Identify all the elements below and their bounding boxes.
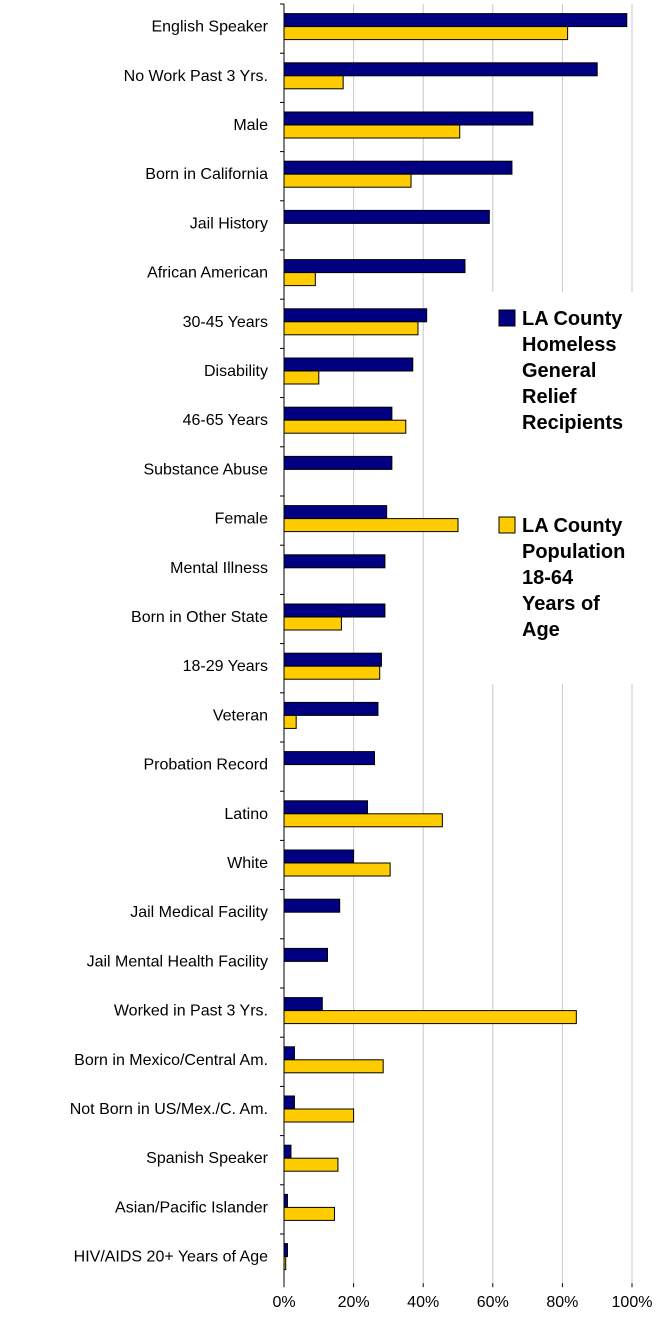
bar-population: [283, 616, 342, 631]
bar-homeless: [283, 997, 323, 1012]
legend-population-line-2: Population: [522, 541, 625, 563]
x-tick-label: 80%: [546, 1294, 578, 1311]
category-label: Mental Illness: [170, 560, 268, 577]
bar-homeless: [283, 357, 414, 372]
bar-population: [283, 665, 381, 680]
bar-homeless: [283, 406, 393, 421]
legend-homeless-line-5: Recipients: [522, 412, 623, 434]
category-label: Female: [215, 511, 268, 528]
bar-population: [283, 173, 412, 188]
legend-swatch-homeless: [498, 309, 516, 327]
bar-population: [283, 321, 419, 336]
legend-background: [470, 292, 660, 684]
bar-homeless: [283, 1046, 295, 1061]
bar-population: [283, 26, 569, 41]
x-tick-label: 60%: [477, 1294, 509, 1311]
bar-homeless: [283, 800, 369, 815]
legend-homeless-line-1: LA County: [522, 308, 623, 330]
category-label: Asian/Pacific Islander: [115, 1199, 269, 1216]
bar-homeless: [283, 751, 375, 766]
bar-population: [283, 813, 443, 828]
legend-population-line-4: Years of: [522, 593, 600, 615]
legend-homeless-line-3: General: [522, 360, 596, 382]
bar-homeless: [283, 947, 328, 962]
category-label: Born in Other State: [131, 609, 268, 626]
x-tick-label: 0%: [272, 1294, 295, 1311]
category-label: Born in California: [145, 166, 268, 183]
category-label: Probation Record: [143, 757, 268, 774]
category-label: Disability: [204, 363, 268, 380]
legend-population-line-3: 18-64: [522, 567, 574, 589]
category-label: African American: [147, 265, 268, 282]
bar-homeless: [283, 209, 490, 224]
bar-population: [283, 75, 344, 90]
bar-population: [283, 124, 461, 139]
bar-homeless: [283, 505, 388, 520]
bar-population: [283, 714, 297, 729]
bar-population: [283, 518, 459, 533]
bar-population: [283, 419, 407, 434]
bar-homeless: [283, 160, 513, 175]
category-label: English Speaker: [151, 19, 268, 36]
category-label: Veteran: [213, 707, 268, 724]
x-tick-label: 20%: [338, 1294, 370, 1311]
bar-population: [283, 1059, 384, 1074]
bar-homeless: [283, 849, 355, 864]
category-label: Male: [233, 117, 268, 134]
category-label: Jail History: [190, 215, 268, 232]
category-label: Jail Medical Facility: [130, 904, 268, 921]
category-label: Worked in Past 3 Yrs.: [114, 1003, 268, 1020]
bar-population: [283, 272, 316, 287]
bar-homeless: [283, 1243, 288, 1258]
bar-homeless: [283, 652, 382, 667]
category-labels: English Speaker No Work Past 3 Yrs. Male Bo…: [70, 3, 284, 1266]
bar-population: [283, 1108, 355, 1123]
bar-homeless: [283, 111, 534, 126]
category-label: No Work Past 3 Yrs.: [124, 68, 268, 85]
category-label: 18-29 Years: [183, 658, 268, 675]
category-label: 46-65 Years: [183, 412, 268, 429]
category-label: 30-45 Years: [183, 314, 268, 331]
legend-label-homeless: LA County Homeless General Relief Recipi…: [522, 308, 628, 434]
category-label: Jail Mental Health Facility: [87, 953, 268, 970]
legend-swatch-population: [498, 516, 516, 534]
legend-population-line-5: Age: [522, 619, 560, 641]
bar-homeless: [283, 1095, 295, 1110]
category-label: Latino: [224, 806, 268, 823]
bar-homeless: [283, 1193, 288, 1208]
bar-population: [283, 1206, 335, 1221]
category-label: HIV/AIDS 20+ Years of Age: [74, 1249, 268, 1266]
bar-homeless: [283, 554, 386, 569]
bar-population: [283, 1157, 339, 1172]
x-tick-label: 100%: [612, 1294, 653, 1311]
bar-population: [283, 862, 391, 877]
bar-homeless: [283, 898, 341, 913]
bars: [283, 13, 628, 1271]
x-tick-labels: 0% 20% 40% 60% 80% 100%: [272, 1283, 652, 1311]
bar-homeless: [283, 259, 466, 274]
category-label: Substance Abuse: [143, 461, 268, 478]
legend: LA County Homeless General Relief Recipi…: [470, 292, 660, 684]
bar-homeless: [283, 62, 598, 77]
bar-homeless: [283, 13, 628, 28]
legend-homeless-line-2: Homeless: [522, 334, 617, 356]
legend-population-line-1: LA County: [522, 515, 623, 537]
category-label: White: [227, 855, 268, 872]
bar-homeless: [283, 1144, 292, 1159]
category-label: Born in Mexico/Central Am.: [74, 1052, 268, 1069]
bar-population: [283, 370, 320, 385]
x-tick-label: 40%: [407, 1294, 439, 1311]
bar-homeless: [283, 455, 393, 470]
category-label: Spanish Speaker: [146, 1150, 269, 1167]
category-label: Not Born in US/Mex./C. Am.: [70, 1101, 268, 1118]
bar-homeless: [283, 603, 386, 618]
bar-population: [283, 1010, 577, 1025]
legend-homeless-line-4: Relief: [522, 386, 577, 408]
bar-homeless: [283, 701, 379, 716]
legend-label-population: LA County Population 18-64 Years of Age: [522, 515, 631, 641]
bar-homeless: [283, 308, 428, 323]
